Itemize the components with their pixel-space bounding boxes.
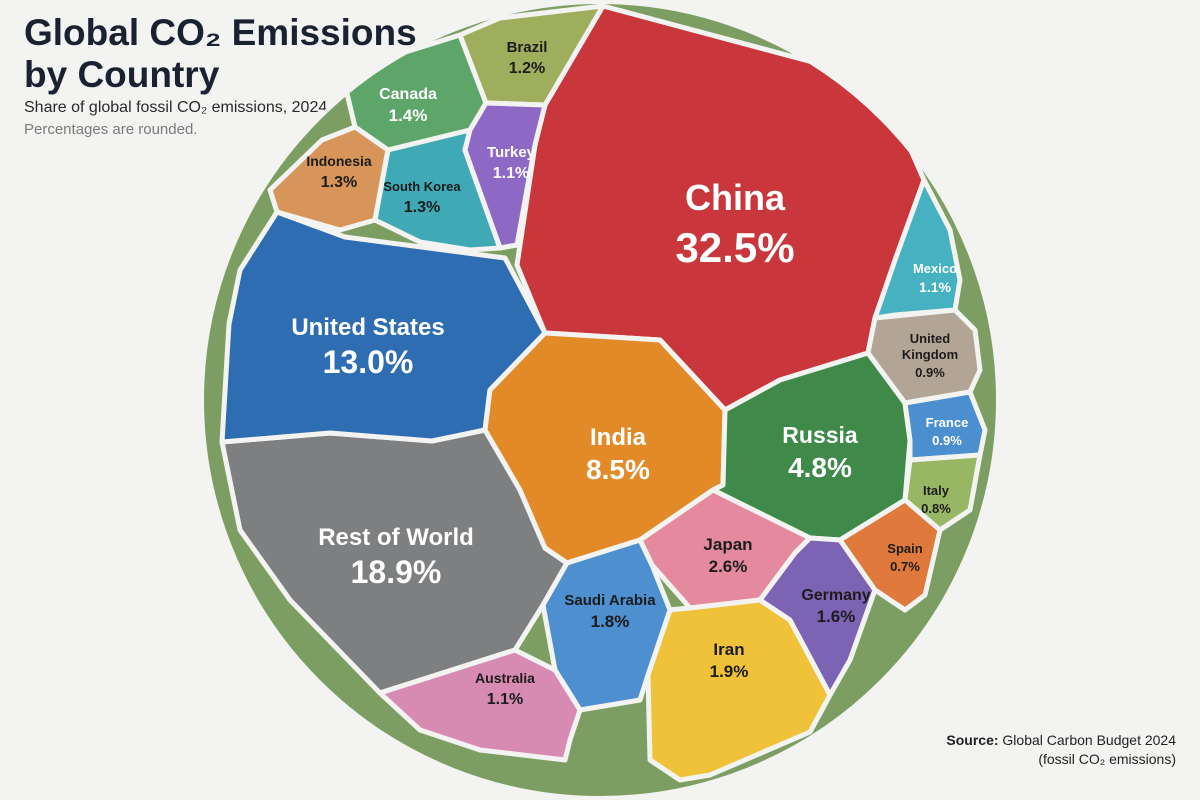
label-name-canada: Canada — [379, 86, 437, 103]
cell-australia — [377, 647, 583, 763]
label-value-india: 8.5% — [586, 454, 650, 485]
label-value-united-states: 13.0% — [323, 344, 414, 380]
label-value-germany: 1.6% — [817, 607, 856, 626]
label-name-india: India — [590, 424, 647, 451]
label-name-japan: Japan — [703, 535, 752, 554]
label-value-brazil: 1.2% — [509, 60, 545, 77]
label-name-australia: Australia — [475, 670, 535, 686]
label-value-canada: 1.4% — [389, 106, 428, 125]
label-value-south-korea: 1.3% — [404, 199, 440, 216]
label-name-united-kingdom-1: United — [910, 331, 951, 346]
label-value-china: 32.5% — [675, 224, 794, 271]
label-name-rest-of-world: Rest of World — [318, 524, 474, 551]
label-value-australia: 1.1% — [487, 691, 523, 708]
chart-title: Global CO₂ Emissions by Country — [24, 12, 417, 96]
label-name-south-korea: South Korea — [383, 179, 461, 194]
label-name-brazil: Brazil — [507, 39, 548, 56]
label-name-france: France — [926, 415, 969, 430]
label-name-italy: Italy — [923, 483, 950, 498]
label-value-indonesia: 1.3% — [321, 174, 357, 191]
source-detail: (fossil CO₂ emissions) — [1038, 751, 1176, 767]
label-value-france: 0.9% — [932, 433, 962, 448]
cell-spain — [837, 497, 943, 613]
label-value-turkey: 1.1% — [493, 165, 529, 182]
cell-brazil — [457, 3, 606, 108]
source-text: Global Carbon Budget 2024 — [1002, 732, 1176, 748]
label-value-italy: 0.8% — [921, 501, 951, 516]
label-name-spain: Spain — [887, 541, 922, 556]
label-name-united-kingdom-2: Kingdom — [902, 347, 958, 362]
chart-outline — [200, 0, 1000, 800]
label-name-mexico: Mexico — [913, 261, 957, 276]
label-name-germany: Germany — [801, 587, 870, 604]
label-name-iran: Iran — [713, 640, 744, 659]
label-value-rest-of-world: 18.9% — [351, 554, 442, 590]
label-value-japan: 2.6% — [709, 557, 748, 576]
label-value-russia: 4.8% — [788, 452, 852, 483]
source-note: Source: Global Carbon Budget 2024 (fossi… — [946, 731, 1176, 769]
label-value-spain: 0.7% — [890, 559, 920, 574]
label-value-united-kingdom: 0.9% — [915, 365, 945, 380]
chart-title-line1: Global CO₂ Emissions — [24, 12, 417, 53]
label-name-turkey: Turkey — [487, 144, 536, 161]
label-value-saudi-arabia: 1.8% — [591, 612, 630, 631]
label-name-saudi-arabia: Saudi Arabia — [564, 592, 656, 609]
cell-italy — [902, 452, 983, 533]
chart-title-line2: by Country — [24, 54, 220, 95]
source-label: Source: — [946, 732, 999, 748]
cell-turkey — [462, 100, 548, 251]
label-name-china: China — [685, 177, 786, 218]
label-name-united-states: United States — [291, 314, 444, 341]
label-value-iran: 1.9% — [710, 662, 749, 681]
chart-subtitle: Share of global fossil CO₂ emissions, 20… — [24, 99, 328, 116]
label-name-russia: Russia — [782, 422, 858, 448]
rounding-note: Percentages are rounded. — [24, 121, 198, 138]
label-name-indonesia: Indonesia — [306, 153, 372, 169]
label-value-mexico: 1.1% — [919, 279, 951, 295]
